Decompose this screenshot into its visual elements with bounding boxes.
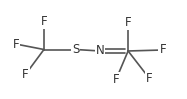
- Text: F: F: [22, 68, 29, 81]
- Text: F: F: [41, 15, 47, 28]
- Text: F: F: [159, 43, 166, 57]
- Text: N: N: [96, 44, 104, 58]
- Text: F: F: [13, 38, 19, 51]
- Text: F: F: [113, 73, 119, 86]
- Text: F: F: [125, 16, 131, 29]
- Text: S: S: [72, 43, 79, 56]
- Text: F: F: [146, 72, 153, 85]
